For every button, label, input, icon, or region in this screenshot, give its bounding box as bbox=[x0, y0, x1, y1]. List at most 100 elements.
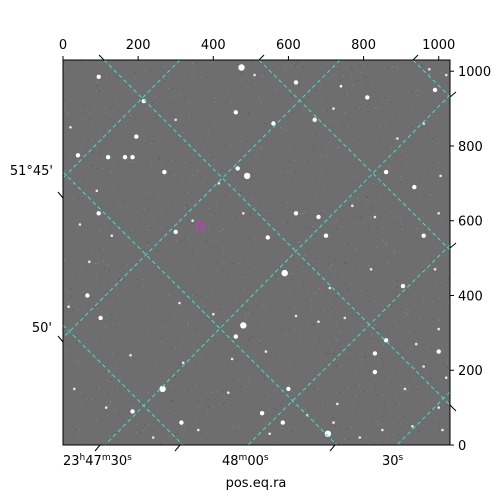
noise-speck bbox=[204, 355, 206, 357]
noise-speck bbox=[302, 284, 304, 286]
dec-tick-label: 50' bbox=[32, 321, 52, 336]
noise-speck bbox=[376, 421, 378, 423]
noise-speck bbox=[425, 354, 427, 356]
noise-speck bbox=[228, 89, 230, 91]
noise-speck bbox=[141, 107, 143, 109]
noise-speck bbox=[210, 144, 211, 146]
noise-speck bbox=[107, 128, 109, 130]
world-axis-ticks bbox=[57, 54, 457, 452]
noise-speck bbox=[208, 406, 210, 407]
star bbox=[281, 269, 288, 277]
star bbox=[110, 234, 114, 237]
noise-speck bbox=[290, 286, 292, 287]
noise-speck bbox=[302, 103, 304, 105]
noise-speck bbox=[369, 173, 371, 175]
noise-speck bbox=[277, 317, 279, 319]
noise-speck bbox=[336, 121, 338, 123]
star bbox=[122, 155, 128, 160]
noise-speck bbox=[263, 168, 265, 170]
noise-speck bbox=[108, 264, 110, 266]
noise-speck bbox=[169, 102, 171, 104]
noise-speck bbox=[102, 297, 104, 299]
noise-speck bbox=[92, 399, 94, 401]
star bbox=[88, 260, 91, 264]
world-tick-mark bbox=[449, 242, 457, 249]
noise-speck bbox=[96, 273, 98, 275]
noise-speck bbox=[394, 234, 396, 236]
noise-speck bbox=[407, 390, 409, 392]
noise-speck bbox=[207, 132, 209, 134]
noise-speck bbox=[372, 374, 374, 376]
noise-speck bbox=[245, 109, 246, 111]
noise-speck bbox=[380, 126, 382, 128]
noise-speck bbox=[154, 430, 155, 432]
noise-speck bbox=[441, 349, 443, 351]
noise-speck bbox=[216, 245, 218, 247]
noise-speck bbox=[294, 65, 295, 67]
star bbox=[179, 420, 184, 425]
noise-speck bbox=[350, 73, 352, 75]
noise-speck bbox=[432, 386, 434, 388]
noise-speck bbox=[165, 212, 167, 214]
noise-speck bbox=[259, 439, 261, 441]
noise-speck bbox=[242, 218, 243, 220]
noise-speck bbox=[170, 431, 172, 433]
noise-speck bbox=[324, 186, 326, 187]
noise-speck bbox=[123, 419, 125, 421]
noise-speck bbox=[239, 379, 241, 381]
noise-speck bbox=[354, 369, 356, 371]
y-tick-label: 200 bbox=[458, 364, 483, 379]
noise-speck bbox=[200, 402, 202, 404]
noise-speck bbox=[166, 228, 168, 229]
noise-speck bbox=[307, 409, 309, 411]
noise-speck bbox=[109, 119, 111, 120]
noise-speck bbox=[248, 115, 250, 116]
noise-speck bbox=[194, 348, 196, 350]
noise-speck bbox=[360, 109, 362, 111]
noise-speck bbox=[333, 277, 335, 279]
star bbox=[351, 204, 354, 208]
noise-speck bbox=[367, 197, 368, 198]
star bbox=[159, 385, 166, 393]
noise-speck bbox=[257, 331, 259, 333]
noise-speck bbox=[265, 157, 267, 159]
noise-speck bbox=[420, 64, 422, 66]
noise-speck bbox=[336, 66, 338, 68]
noise-speck bbox=[249, 440, 251, 442]
noise-speck bbox=[365, 364, 367, 365]
noise-speck bbox=[446, 361, 448, 363]
noise-speck bbox=[330, 264, 332, 266]
noise-speck bbox=[423, 187, 425, 189]
noise-speck bbox=[67, 60, 69, 62]
noise-speck bbox=[312, 226, 314, 228]
noise-speck bbox=[405, 390, 407, 392]
star bbox=[421, 233, 426, 238]
noise-speck bbox=[73, 183, 75, 185]
noise-speck bbox=[399, 139, 401, 141]
noise-speck bbox=[87, 147, 89, 148]
noise-speck bbox=[370, 216, 371, 218]
noise-speck bbox=[173, 339, 175, 341]
star bbox=[217, 182, 221, 185]
noise-speck bbox=[314, 196, 316, 198]
noise-speck bbox=[251, 336, 253, 338]
noise-speck bbox=[448, 302, 450, 304]
noise-speck bbox=[316, 177, 318, 179]
noise-speck bbox=[366, 436, 367, 438]
noise-speck bbox=[414, 345, 415, 347]
noise-speck bbox=[313, 324, 315, 325]
noise-speck bbox=[276, 88, 278, 90]
noise-speck bbox=[344, 438, 346, 440]
noise-speck bbox=[428, 73, 430, 75]
noise-speck bbox=[140, 223, 142, 224]
noise-speck bbox=[364, 232, 366, 234]
noise-speck bbox=[205, 392, 207, 394]
noise-speck bbox=[377, 440, 379, 442]
noise-speck bbox=[356, 314, 358, 316]
noise-speck bbox=[333, 66, 335, 68]
noise-speck bbox=[343, 92, 345, 94]
noise-speck bbox=[145, 320, 147, 322]
noise-speck bbox=[141, 204, 143, 206]
noise-speck bbox=[252, 198, 254, 200]
